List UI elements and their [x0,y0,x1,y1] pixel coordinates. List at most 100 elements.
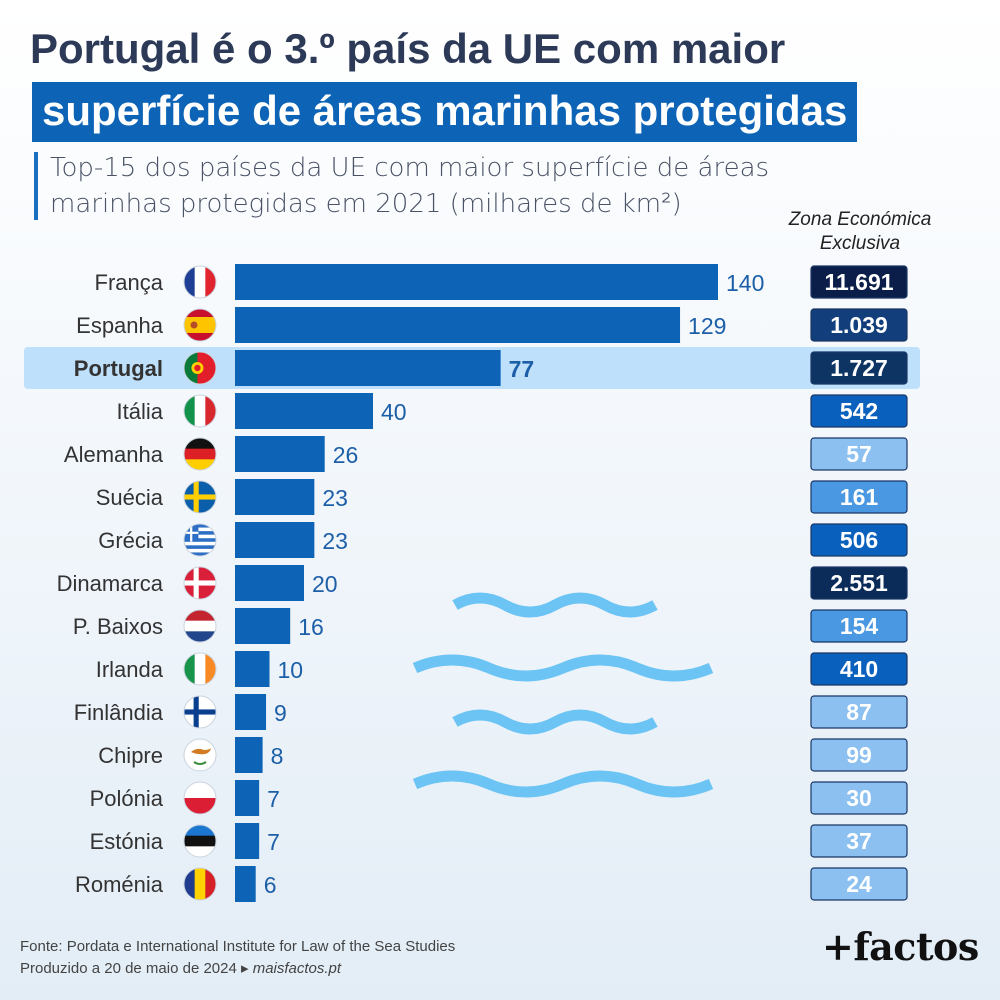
value-label: 7 [267,786,280,812]
zee-box [810,738,908,772]
zee-box [810,265,908,299]
value-label: 9 [274,700,287,726]
value-label: 20 [312,571,338,597]
zee-value: 30 [846,785,872,811]
bar-row: Roménia 6 24 [75,866,908,902]
estonia-flag-icon [183,824,217,858]
bar-row: Finlândia 9 87 [74,694,908,730]
denmark-flag-icon [183,566,217,600]
germany-flag-icon [183,437,217,471]
source-note: Fonte: Pordata e International Institute… [20,938,456,955]
value-label: 8 [271,743,284,769]
zee-value: 1.039 [830,312,888,338]
zee-value: 154 [840,613,879,639]
portugal-flag-icon [183,351,217,385]
spain-flag-icon [183,308,217,342]
produced-date: Produzido a 20 de maio de 2024 ▸ [20,960,253,977]
bar-row: França 140 11.691 [95,264,908,300]
zee-box [810,437,908,471]
bar-row: Estónia 7 37 [90,823,908,859]
country-label: Portugal [74,356,163,381]
produced-note: Produzido a 20 de maio de 2024 ▸ maisfac… [20,958,455,980]
zee-value: 2.551 [830,570,888,596]
france-flag-icon [183,265,217,299]
bar [235,737,263,773]
zee-value: 1.727 [830,355,888,381]
country-label: Espanha [76,313,164,338]
zee-box [810,566,908,600]
zee-box [810,695,908,729]
bar [235,694,267,730]
zee-box [810,781,908,815]
zee-value: 542 [840,398,878,424]
zee-value: 11.691 [824,269,893,295]
value-label: 77 [509,356,535,382]
bar-row: Polónia 7 30 [90,780,908,816]
zee-value: 24 [846,871,872,897]
bar-row: Alemanha 26 57 [64,436,908,472]
greece-flag-icon [183,523,217,557]
netherlands-flag-icon [183,609,217,643]
zee-box [810,308,908,342]
country-label: Dinamarca [57,571,164,596]
value-label: 16 [298,614,324,640]
zee-box [810,523,908,557]
bar [235,565,304,601]
page-title-line1: Portugal é o 3.º país da UE com maior [30,25,786,72]
zee-box [810,652,908,686]
bar-row: P. Baixos 16 154 [73,608,908,644]
zee-value: 99 [846,742,872,768]
country-label: Finlândia [74,700,164,725]
footer: Fonte: Pordata e International Institute… [20,936,455,980]
bar-row: Itália 40 542 [117,393,908,429]
finland-flag-icon [183,695,217,729]
country-label: Suécia [96,485,164,510]
zee-value: 506 [840,527,878,553]
zee-box [810,394,908,428]
site-link[interactable]: maisfactos.pt [252,960,342,977]
bar-row: Irlanda 10 410 [96,651,908,687]
country-label: P. Baixos [73,614,163,639]
country-label: Irlanda [96,657,164,682]
zee-box [810,609,908,643]
bar [235,608,291,644]
country-label: Chipre [98,743,163,768]
bar [235,780,260,816]
zee-box [810,351,908,385]
ireland-flag-icon [183,652,217,686]
country-label: Polónia [90,786,164,811]
value-label: 7 [267,829,280,855]
country-label: França [95,270,164,295]
bar-row: Grécia 23 506 [98,522,908,558]
poland-flag-icon [183,781,217,815]
bar-row: Suécia 23 161 [96,479,908,515]
bar [235,307,681,343]
country-label: Roménia [75,872,164,897]
value-label: 6 [264,872,277,898]
bar [235,436,325,472]
value-label: 26 [333,442,359,468]
bar [235,866,256,902]
value-label: 23 [322,485,348,511]
zee-value: 37 [846,828,872,854]
zee-value: 410 [840,656,878,682]
bar-row: Espanha 129 1.039 [76,307,908,343]
bar-row: Chipre 8 99 [98,737,908,773]
italy-flag-icon [183,394,217,428]
country-label: Estónia [90,829,164,854]
bar [235,393,373,429]
zee-box [810,480,908,514]
bar [235,651,270,687]
zee-value: 87 [846,699,872,725]
page-title-line2: superfície de áreas marinhas protegidas [32,82,858,142]
country-label: Itália [117,399,164,424]
value-label: 129 [688,313,726,339]
chart-subtitle: Top-15 dos países da UE com maior superf… [50,153,770,219]
subtitle-accent-bar [34,152,38,220]
country-label: Grécia [98,528,164,553]
zee-value: 57 [846,441,872,467]
bar [235,522,315,558]
brand-logo: +factos [822,924,979,969]
